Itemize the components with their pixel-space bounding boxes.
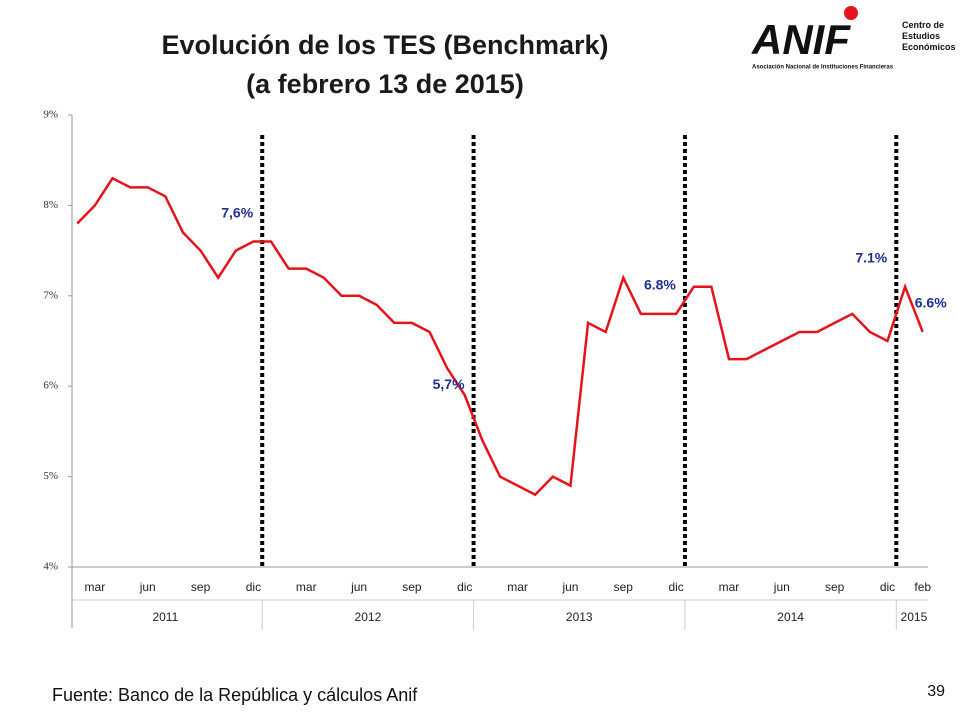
x-tick-label: sep — [402, 580, 422, 594]
x-tick-label: dic — [457, 580, 472, 594]
x-tick-label: jun — [139, 580, 156, 594]
x-tick-label: mar — [719, 580, 740, 594]
annotation: 7.1% — [855, 249, 887, 265]
x-tick-label: sep — [191, 580, 211, 594]
year-label: 2014 — [777, 610, 804, 624]
y-tick-label: 7% — [43, 289, 58, 301]
x-tick-label: jun — [350, 580, 367, 594]
x-tick-label: jun — [773, 580, 790, 594]
x-tick-label: dic — [668, 580, 683, 594]
x-tick-label: dic — [246, 580, 261, 594]
year-label: 2011 — [152, 610, 178, 624]
annotation: 5,7% — [433, 376, 465, 392]
x-tick-label: sep — [614, 580, 634, 594]
year-label: 2013 — [566, 610, 593, 624]
logo-caption: Asociación Nacional de Instituciones Fin… — [752, 65, 894, 71]
page-number: 39 — [927, 683, 945, 700]
y-tick-label: 4% — [43, 561, 58, 573]
source: Fuente: Banco de la República y cálculos… — [52, 685, 418, 705]
year-label: 2012 — [355, 610, 382, 624]
x-tick-label: mar — [507, 580, 528, 594]
logo-subtitle-box: Centro de Estudios Económicos — [902, 20, 956, 52]
x-tick-label: mar — [85, 580, 106, 594]
logo-dot — [844, 6, 858, 20]
title: Evolución de los TES (Benchmark) — [161, 30, 608, 60]
logo: ANIF — [751, 16, 851, 63]
y-tick-label: 9% — [43, 109, 58, 121]
x-tick-label: feb — [914, 580, 931, 594]
y-tick-label: 5% — [43, 470, 58, 482]
x-tick-label: jun — [561, 580, 578, 594]
line — [76, 176, 924, 497]
y-tick-label: 8% — [43, 199, 58, 211]
y-tick-label: 6% — [43, 380, 58, 392]
annotation: 7,6% — [221, 204, 253, 220]
logo-subtitle: Centro de Estudios Económicos — [902, 20, 956, 52]
annotation: 6.8% — [644, 277, 676, 293]
x-tick-label: sep — [825, 580, 845, 594]
year-label: 2015 — [901, 610, 928, 624]
x-tick-label: dic — [880, 580, 895, 594]
subtitle: (a febrero 13 de 2015) — [246, 69, 524, 99]
x-tick-label: mar — [296, 580, 317, 594]
annotation: 6.6% — [915, 295, 947, 311]
